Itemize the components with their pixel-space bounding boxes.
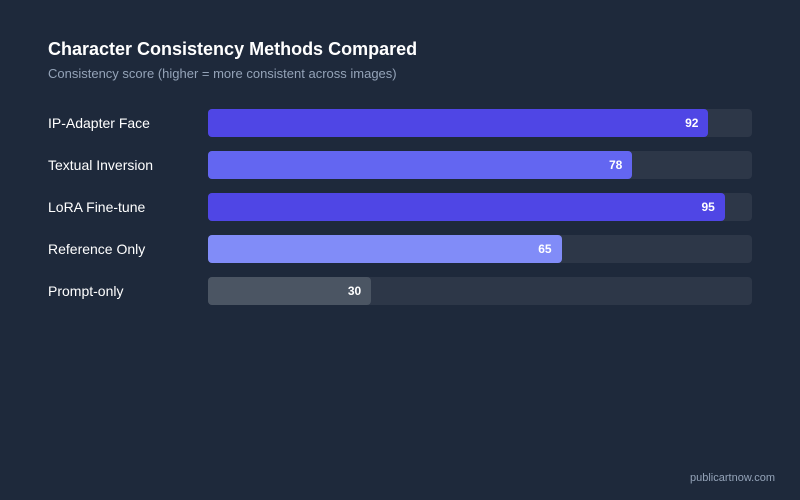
bar-track: 78 xyxy=(208,151,752,179)
bar: 65 xyxy=(208,235,562,263)
bar-track: 95 xyxy=(208,193,752,221)
bar-track: 65 xyxy=(208,235,752,263)
bar-value-label: 92 xyxy=(685,116,699,130)
category-label: Textual Inversion xyxy=(48,157,154,173)
footer-credit: publicartnow.com xyxy=(690,472,775,484)
bar-row: IP-Adapter Face 92 xyxy=(48,109,752,137)
bar-track: 30 xyxy=(208,277,752,305)
category-label: IP-Adapter Face xyxy=(48,115,150,131)
bar-row: LoRA Fine-tune 95 xyxy=(48,193,752,221)
bar-track: 92 xyxy=(208,109,752,137)
bar-value-label: 65 xyxy=(538,242,552,256)
chart-subtitle: Consistency score (higher = more consist… xyxy=(48,66,397,81)
bar-row: Prompt-only 30 xyxy=(48,277,752,305)
category-label: Prompt-only xyxy=(48,283,124,299)
category-label: LoRA Fine-tune xyxy=(48,199,146,215)
bar: 95 xyxy=(208,193,725,221)
bar: 78 xyxy=(208,151,633,179)
category-label: Reference Only xyxy=(48,241,146,257)
chart-title: Character Consistency Methods Compared xyxy=(48,39,418,59)
bar: 30 xyxy=(208,277,372,305)
bar-value-label: 78 xyxy=(608,158,623,172)
bar-value-label: 95 xyxy=(701,200,715,214)
bar: 92 xyxy=(208,109,709,137)
bar-row: Reference Only 65 xyxy=(48,235,752,263)
bar-row: Textual Inversion 78 xyxy=(48,151,752,179)
bar-value-label: 30 xyxy=(347,284,362,298)
